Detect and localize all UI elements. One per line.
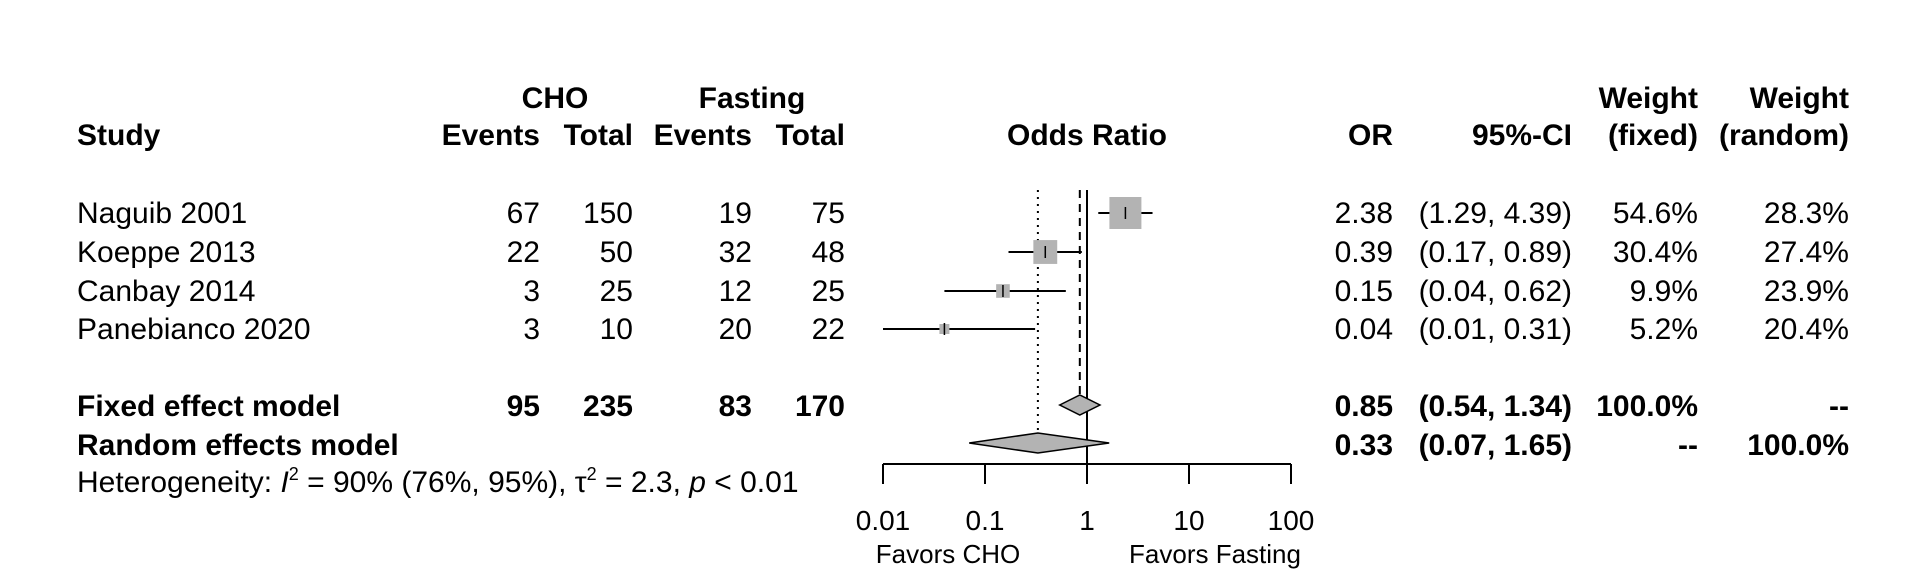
weight-random-value: 100.0% (1747, 429, 1849, 462)
forest-graphics: 0.01 0.1 1 10 100 (856, 190, 1315, 536)
random-effects-row: Random effects model 0.33 (0.07, 1.65) -… (77, 429, 1849, 462)
weight-fixed-value: 100.0% (1596, 390, 1698, 423)
study-header: Study (77, 119, 161, 152)
x-tick-label: 0.1 (966, 505, 1005, 536)
events2-header: Events (654, 119, 752, 152)
total2-value: 170 (795, 390, 845, 423)
weight-fixed-header-top: Weight (1599, 82, 1698, 115)
tau-squared-sup: 2 (587, 464, 597, 484)
total2-value: 75 (812, 197, 845, 230)
weight-random-value: -- (1829, 390, 1849, 423)
events2-value: 32 (719, 236, 752, 269)
ci-value: (1.29, 4.39) (1419, 197, 1572, 230)
events1-value: 22 (507, 236, 540, 269)
or-value: 0.33 (1335, 429, 1393, 462)
fixed-effect-diamond (1058, 394, 1102, 416)
total1-header: Total (564, 119, 633, 152)
total1-value: 10 (600, 313, 633, 346)
study-name: Panebianco 2020 (77, 313, 311, 346)
events1-value: 3 (523, 313, 540, 346)
i-squared-value: = 90% (76%, 95%), (299, 466, 575, 499)
i-squared-sup: 2 (289, 464, 299, 484)
study-row: Koeppe 2013 22 50 32 48 0.39 (0.17, 0.89… (77, 236, 1849, 269)
events1-value: 95 (507, 390, 540, 423)
events2-value: 12 (719, 275, 752, 308)
or-value: 0.04 (1335, 313, 1393, 346)
weight-random-header-top: Weight (1750, 82, 1849, 115)
events2-value: 19 (719, 197, 752, 230)
ci-value: (0.17, 0.89) (1419, 236, 1572, 269)
x-tick-label: 0.01 (856, 505, 911, 536)
or-value: 0.85 (1335, 390, 1393, 423)
total2-header: Total (776, 119, 845, 152)
weight-fixed-value: 5.2% (1630, 313, 1698, 346)
x-tick-label: 10 (1173, 505, 1204, 536)
ci-value: (0.01, 0.31) (1419, 313, 1572, 346)
favors-left-label: Favors CHO (876, 539, 1020, 569)
study-row: Naguib 2001 67 150 19 75 2.38 (1.29, 4.3… (77, 197, 1849, 230)
ci-value: (0.07, 1.65) (1419, 429, 1572, 462)
random-effect-diamond (969, 432, 1110, 454)
p-symbol: p (688, 466, 706, 499)
tau-squared-value: = 2.3, (597, 466, 690, 499)
total1-value: 50 (600, 236, 633, 269)
total2-value: 48 (812, 236, 845, 269)
events2-value: 83 (719, 390, 752, 423)
study-name: Canbay 2014 (77, 275, 255, 308)
or-value: 0.15 (1335, 275, 1393, 308)
or-value: 0.39 (1335, 236, 1393, 269)
plot-header: Odds Ratio (1007, 119, 1167, 152)
total1-value: 235 (583, 390, 633, 423)
ci-value: (0.54, 1.34) (1419, 390, 1572, 423)
events1-header: Events (442, 119, 540, 152)
ci-header: 95%-CI (1472, 119, 1572, 152)
or-header: OR (1348, 119, 1393, 152)
weight-fixed-value: -- (1678, 429, 1698, 462)
weight-random-value: 23.9% (1764, 275, 1849, 308)
weight-random-value: 20.4% (1764, 313, 1849, 346)
x-tick-label: 100 (1268, 505, 1315, 536)
weight-fixed-value: 54.6% (1613, 197, 1698, 230)
weight-fixed-header: (fixed) (1608, 119, 1698, 152)
total1-value: 25 (600, 275, 633, 308)
study-row: Canbay 2014 3 25 12 25 0.15 (0.04, 0.62)… (77, 275, 1849, 308)
weight-fixed-value: 30.4% (1613, 236, 1698, 269)
events1-value: 3 (523, 275, 540, 308)
i-squared-symbol: I (280, 466, 288, 499)
ci-value: (0.04, 0.62) (1419, 275, 1572, 308)
p-value: < 0.01 (706, 466, 799, 499)
study-name: Naguib 2001 (77, 197, 247, 230)
fixed-model-label: Fixed effect model (77, 390, 340, 423)
weight-random-header: (random) (1719, 119, 1849, 152)
or-value: 2.38 (1335, 197, 1393, 230)
group2-header: Fasting (699, 82, 806, 115)
x-tick-label: 1 (1079, 505, 1095, 536)
tau-symbol: τ (575, 466, 587, 499)
events1-value: 67 (507, 197, 540, 230)
weight-random-value: 28.3% (1764, 197, 1849, 230)
random-model-label: Random effects model (77, 429, 399, 462)
heterogeneity-text: Heterogeneity: I2 = 90% (76%, 95%), τ2 =… (77, 464, 799, 499)
study-row: Panebianco 2020 3 10 20 22 0.04 (0.01, 0… (77, 313, 1849, 346)
total2-value: 22 (812, 313, 845, 346)
heterogeneity-prefix: Heterogeneity: (77, 466, 280, 499)
group1-header: CHO (522, 82, 589, 115)
favors-right-label: Favors Fasting (1129, 539, 1301, 569)
events2-value: 20 (719, 313, 752, 346)
fixed-effect-row: Fixed effect model 95 235 83 170 0.85 (0… (77, 390, 1849, 423)
study-name: Koeppe 2013 (77, 236, 256, 269)
total2-value: 25 (812, 275, 845, 308)
total1-value: 150 (583, 197, 633, 230)
weight-fixed-value: 9.9% (1630, 275, 1698, 308)
weight-random-value: 27.4% (1764, 236, 1849, 269)
